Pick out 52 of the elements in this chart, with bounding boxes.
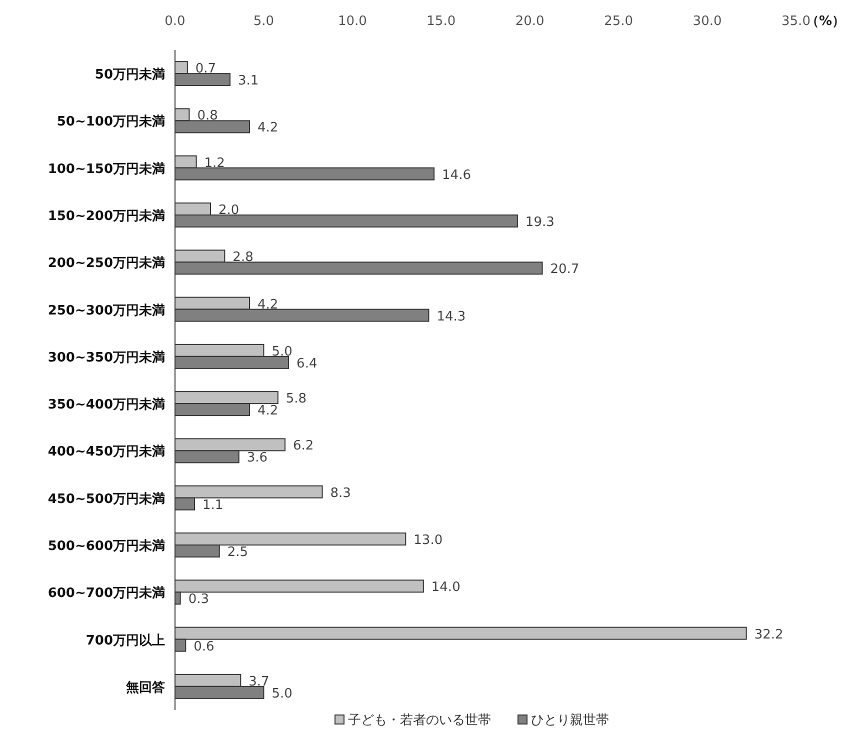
data-label: 4.2 [258, 404, 278, 419]
x-tick-label: 20.0 [515, 14, 544, 29]
data-label: 5.0 [272, 686, 292, 702]
data-label: 19.3 [525, 215, 554, 230]
data-label: 1.1 [202, 498, 224, 513]
x-tick-label: 30.0 [692, 14, 722, 29]
data-label: 6.4 [296, 356, 318, 372]
data-label: 4.2 [258, 297, 278, 312]
y-tick-label: 700万円以上 [86, 633, 165, 648]
data-label: 6.2 [293, 438, 314, 454]
y-tick-label: 400~450万円未満 [48, 444, 165, 460]
data-label: 32.2 [754, 627, 784, 642]
data-label: 14.0 [431, 580, 460, 596]
y-tick-label: 450~500万円未満 [48, 492, 165, 507]
x-tick-label: 10.0 [338, 14, 367, 29]
legend-label: 子ども・若者のいる世帯 [348, 713, 491, 728]
y-tick-label: 500~600万円未満 [48, 539, 165, 554]
data-label: 0.3 [188, 592, 210, 608]
data-label: 0.8 [197, 108, 218, 124]
y-tick-label: 250~300万円未満 [48, 303, 165, 318]
data-label: 0.6 [194, 639, 214, 654]
legend-label: ひとり親世帯 [531, 713, 609, 728]
y-tick-label: 50~100万円未満 [56, 114, 165, 130]
data-label: 5.8 [286, 392, 307, 407]
x-tick-label: 25.0 [604, 14, 634, 29]
data-label: 1.2 [204, 156, 225, 171]
data-label: 20.7 [550, 262, 580, 278]
y-tick-label: 無回答 [125, 680, 165, 696]
y-tick-label: 100~150万円未満 [48, 162, 165, 177]
data-label: 4.2 [258, 120, 278, 136]
y-tick-label: 600~700万円未満 [48, 586, 165, 602]
data-label: 3.6 [246, 450, 268, 466]
y-tick-label: 150~200万円未満 [48, 209, 165, 224]
data-label: 2.5 [227, 545, 248, 560]
y-tick-label: 200~250万円未満 [48, 256, 165, 272]
data-label: 13.0 [414, 533, 443, 548]
data-label: 5.0 [272, 344, 292, 360]
x-tick-label: 5.0 [253, 14, 274, 29]
x-tick-label: 35.0 [782, 14, 810, 29]
y-tick-label: 50万円未満 [94, 68, 165, 83]
data-label: 0.7 [195, 62, 216, 77]
data-label: 2.0 [218, 203, 240, 218]
data-label: 14.3 [436, 309, 466, 324]
data-label: 3.7 [248, 674, 270, 690]
y-tick-label: 300~350万円未満 [48, 350, 165, 366]
data-label: 14.6 [442, 168, 471, 183]
data-label: 2.8 [232, 250, 254, 266]
y-tick-label: 350~400万円未満 [48, 398, 165, 413]
data-label: 3.1 [238, 74, 259, 89]
data-label: 8.3 [330, 486, 351, 501]
x-tick-label: 0.0 [164, 14, 186, 29]
x-tick-label: 15.0 [426, 14, 456, 29]
